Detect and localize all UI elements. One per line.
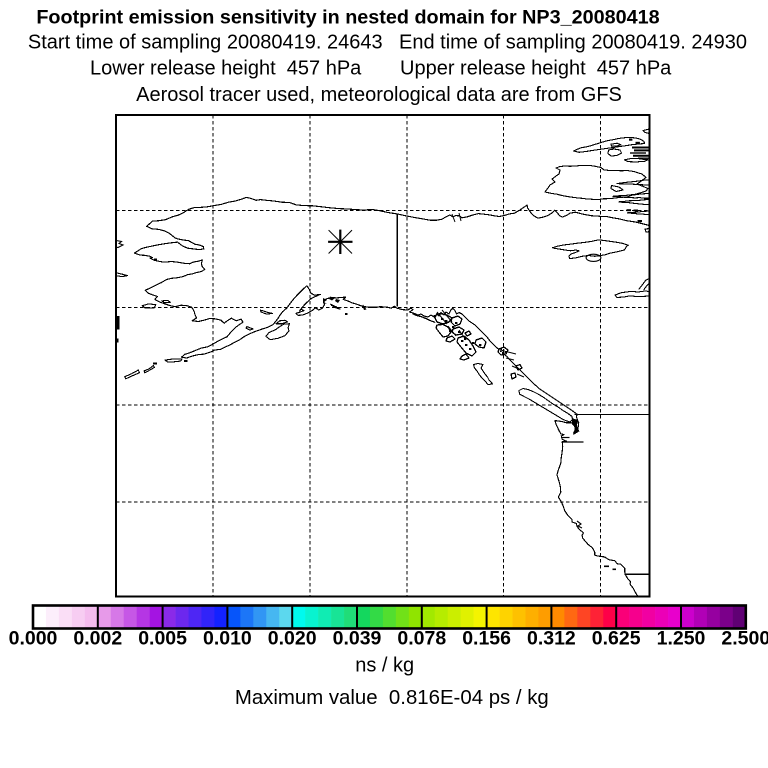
svg-text:Aerosol tracer used, meteorolo: Aerosol tracer used, meteorological data… bbox=[136, 84, 622, 106]
svg-text:0.010: 0.010 bbox=[203, 628, 252, 650]
svg-text:0.156: 0.156 bbox=[462, 628, 511, 650]
svg-text:Footprint emission sensitivity: Footprint emission sensitivity in nested… bbox=[36, 7, 659, 29]
svg-text:0.005: 0.005 bbox=[138, 628, 187, 650]
svg-text:0.039: 0.039 bbox=[333, 628, 382, 650]
svg-text:Upper release height 457 hPa: Upper release height 457 hPa bbox=[400, 58, 672, 80]
svg-text:Start time of sampling 2008041: Start time of sampling 20080419. 24643 bbox=[28, 31, 383, 53]
svg-text:0.000: 0.000 bbox=[9, 628, 58, 650]
svg-text:Lower release height 457 hPa: Lower release height 457 hPa bbox=[90, 58, 362, 80]
svg-text:End time of sampling 20080419.: End time of sampling 20080419. 24930 bbox=[399, 31, 747, 53]
svg-text:2.500: 2.500 bbox=[721, 628, 768, 650]
svg-text:1.250: 1.250 bbox=[657, 628, 706, 650]
svg-text:0.312: 0.312 bbox=[527, 628, 576, 650]
svg-text:0.078: 0.078 bbox=[397, 628, 446, 650]
svg-text:0.002: 0.002 bbox=[73, 628, 122, 650]
svg-text:0.625: 0.625 bbox=[592, 628, 641, 650]
svg-text:Maximum value 0.816E-04 ps /: Maximum value 0.816E-04 ps / kg bbox=[235, 687, 549, 709]
svg-text:0.020: 0.020 bbox=[268, 628, 317, 650]
svg-text:ns / kg: ns / kg bbox=[355, 655, 414, 677]
